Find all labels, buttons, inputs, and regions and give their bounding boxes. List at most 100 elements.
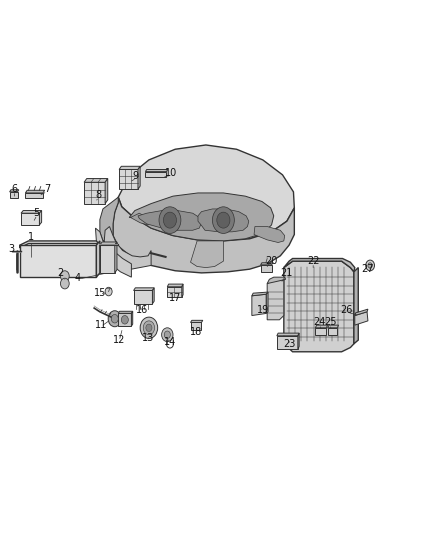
Text: 2: 2 xyxy=(57,269,64,278)
Polygon shape xyxy=(119,166,140,169)
Circle shape xyxy=(366,260,374,271)
Polygon shape xyxy=(134,288,154,290)
Text: 4: 4 xyxy=(75,273,81,282)
Circle shape xyxy=(162,328,173,342)
Polygon shape xyxy=(129,193,274,241)
Polygon shape xyxy=(118,311,133,313)
Text: 13: 13 xyxy=(142,334,154,343)
Polygon shape xyxy=(84,179,108,182)
Polygon shape xyxy=(191,320,203,322)
Polygon shape xyxy=(328,328,337,335)
Text: 9: 9 xyxy=(133,171,139,181)
Text: 3: 3 xyxy=(9,244,15,254)
Circle shape xyxy=(159,207,181,233)
Polygon shape xyxy=(84,182,105,204)
Polygon shape xyxy=(138,166,140,189)
Polygon shape xyxy=(95,228,131,277)
Polygon shape xyxy=(315,328,326,335)
Polygon shape xyxy=(277,336,298,349)
Circle shape xyxy=(368,263,372,268)
Polygon shape xyxy=(254,227,285,243)
Polygon shape xyxy=(131,311,133,326)
Polygon shape xyxy=(315,325,328,328)
Polygon shape xyxy=(167,287,182,297)
Polygon shape xyxy=(284,259,355,272)
Polygon shape xyxy=(100,197,118,241)
Text: 23: 23 xyxy=(283,339,295,349)
Polygon shape xyxy=(134,290,152,304)
Circle shape xyxy=(146,324,152,332)
Text: 21: 21 xyxy=(281,268,293,278)
Polygon shape xyxy=(355,309,368,316)
Polygon shape xyxy=(152,288,154,304)
Circle shape xyxy=(121,316,128,324)
Polygon shape xyxy=(25,190,45,193)
Polygon shape xyxy=(39,211,42,225)
Circle shape xyxy=(217,212,230,228)
Polygon shape xyxy=(21,211,42,213)
Polygon shape xyxy=(115,242,117,273)
Text: 16: 16 xyxy=(136,305,148,315)
Polygon shape xyxy=(267,277,286,284)
Text: 6: 6 xyxy=(11,184,18,194)
Polygon shape xyxy=(261,265,272,272)
Circle shape xyxy=(108,311,121,327)
Text: 8: 8 xyxy=(95,190,102,199)
Polygon shape xyxy=(252,292,268,296)
Text: 15: 15 xyxy=(94,288,106,298)
Polygon shape xyxy=(20,241,100,248)
Polygon shape xyxy=(198,209,249,232)
Text: 1: 1 xyxy=(28,232,34,242)
Text: 12: 12 xyxy=(113,335,125,344)
Polygon shape xyxy=(10,192,18,198)
Text: 22: 22 xyxy=(307,256,319,266)
Circle shape xyxy=(60,278,69,289)
Polygon shape xyxy=(145,169,168,172)
Text: 17: 17 xyxy=(169,294,181,303)
Polygon shape xyxy=(145,172,166,177)
Circle shape xyxy=(105,287,112,296)
Polygon shape xyxy=(131,213,150,225)
Text: 5: 5 xyxy=(33,208,39,218)
Text: 24: 24 xyxy=(314,318,326,327)
Polygon shape xyxy=(298,333,299,349)
Polygon shape xyxy=(20,245,96,277)
Polygon shape xyxy=(25,193,43,198)
Polygon shape xyxy=(284,261,354,352)
Polygon shape xyxy=(100,245,115,273)
Polygon shape xyxy=(252,294,266,316)
Text: 26: 26 xyxy=(340,305,352,315)
Polygon shape xyxy=(104,227,151,269)
Polygon shape xyxy=(100,242,117,245)
Polygon shape xyxy=(10,190,19,192)
Polygon shape xyxy=(266,292,268,313)
Circle shape xyxy=(111,314,118,323)
Polygon shape xyxy=(167,284,183,287)
Circle shape xyxy=(212,207,234,233)
Polygon shape xyxy=(191,322,201,330)
Polygon shape xyxy=(105,179,108,204)
Text: 11: 11 xyxy=(95,320,107,330)
Polygon shape xyxy=(138,211,201,230)
Polygon shape xyxy=(261,263,273,265)
Polygon shape xyxy=(355,312,368,325)
Text: 27: 27 xyxy=(362,264,374,274)
Polygon shape xyxy=(277,333,299,336)
Circle shape xyxy=(164,331,170,338)
Polygon shape xyxy=(191,241,223,268)
Text: 14: 14 xyxy=(164,337,176,347)
Circle shape xyxy=(140,317,158,338)
Text: 19: 19 xyxy=(257,305,269,315)
Polygon shape xyxy=(182,284,183,297)
Polygon shape xyxy=(96,241,100,277)
Polygon shape xyxy=(354,268,358,344)
Text: 10: 10 xyxy=(165,168,177,178)
Polygon shape xyxy=(118,313,131,326)
Text: 20: 20 xyxy=(265,256,278,266)
Text: 7: 7 xyxy=(44,184,50,194)
Circle shape xyxy=(143,321,155,335)
Polygon shape xyxy=(267,280,284,320)
Polygon shape xyxy=(118,145,294,241)
Text: 18: 18 xyxy=(190,327,202,336)
Circle shape xyxy=(163,212,177,228)
